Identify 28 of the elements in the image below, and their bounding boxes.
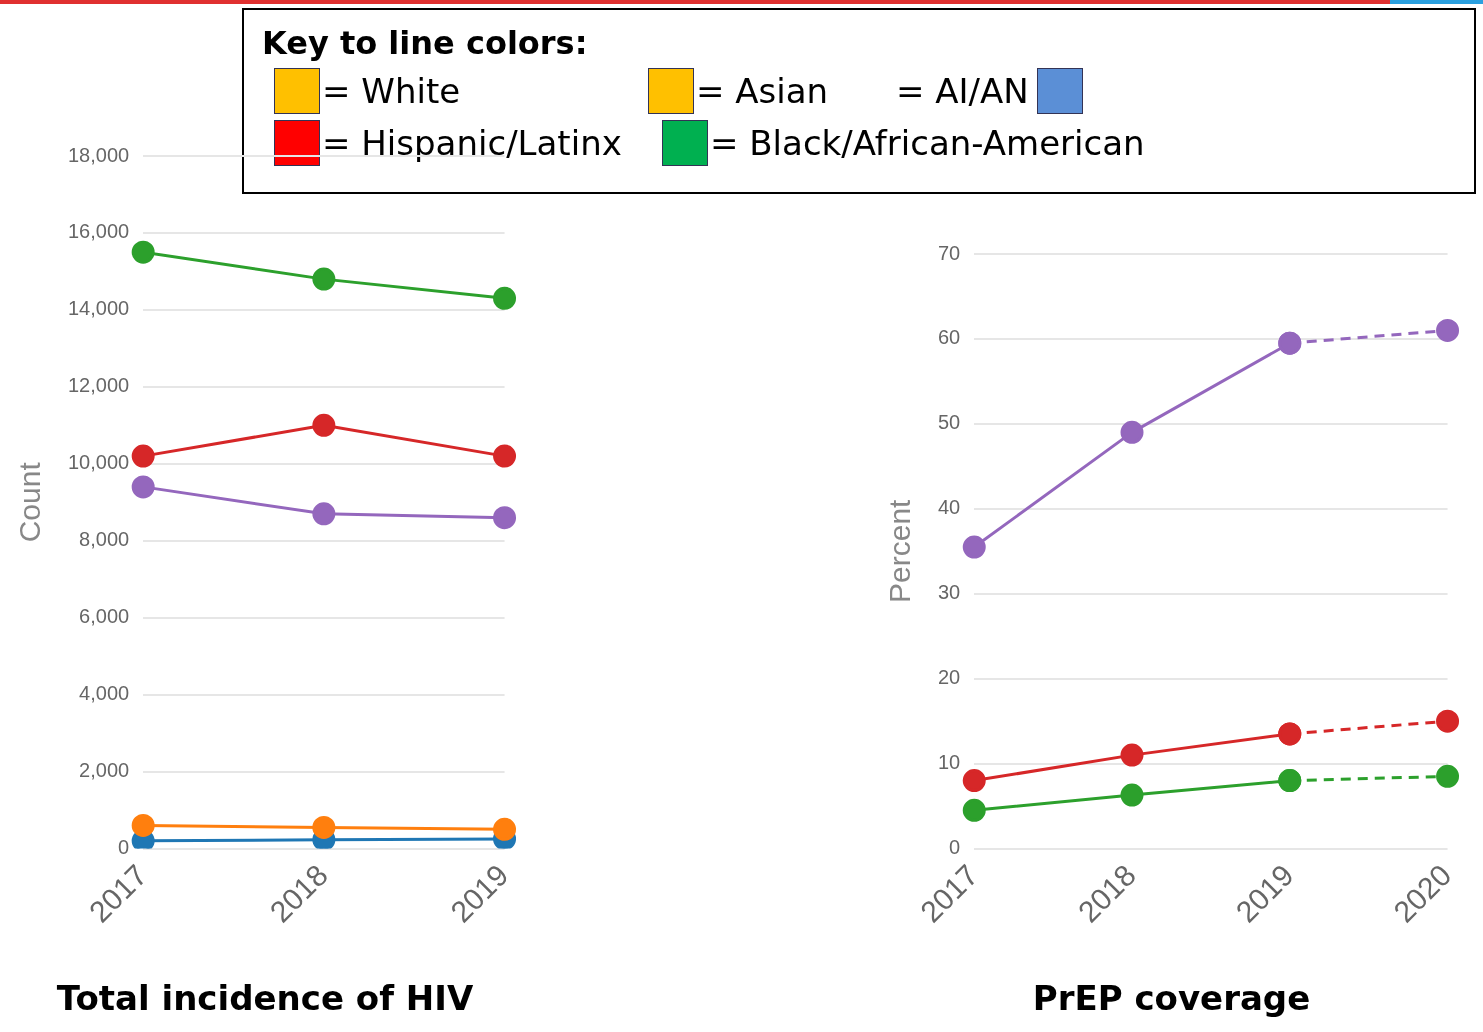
y-tick-label: 0 [949,836,961,859]
y-tick-label: 18,000 [68,143,130,166]
y-tick-label: 20 [938,666,961,689]
text: = Asian [696,71,829,111]
y-tick-label: 70 [938,241,961,264]
y-axis-title: Count [13,461,47,543]
y-tick-label: 50 [938,411,961,434]
y-tick-label: 10 [938,751,961,774]
y-tick-label: 12,000 [68,374,130,397]
annotation: = Hispanic/Latinx [322,123,622,163]
text: = AI/AN [896,71,1029,111]
text: = White [322,71,461,111]
y-tick-label: 16,000 [68,220,130,243]
y-tick-label: 60 [938,326,961,349]
text: PrEP coverage [1032,978,1311,1019]
y-tick-label: 14,000 [68,297,130,320]
text: Key to line colors: [262,24,588,62]
y-tick-label: 2,000 [79,759,130,782]
y-tick-label: 40 [938,496,961,519]
y-tick-label: 6,000 [79,605,130,628]
y-tick-label: 0 [118,836,130,859]
y-tick-label: 30 [938,581,961,604]
text: Total incidence of HIV [56,978,474,1019]
text: = Black/African-American [710,123,1145,163]
y-tick-label: 4,000 [79,682,130,705]
y-tick-label: 10,000 [68,451,130,474]
y-axis-title: Percent [883,498,917,603]
y-tick-label: 8,000 [79,528,130,551]
